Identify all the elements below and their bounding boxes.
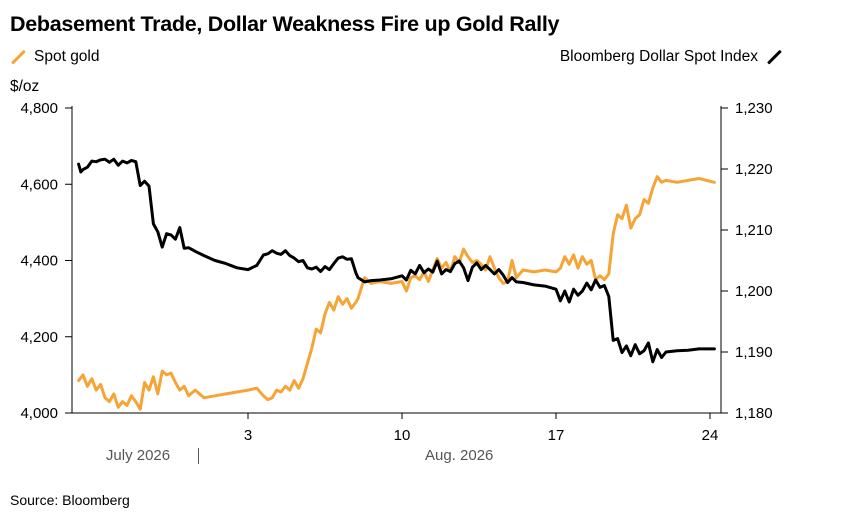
left-y-tick-label: 4,600	[20, 176, 58, 193]
legend-spot-gold: Spot gold	[10, 48, 100, 66]
x-tick-label: 10	[394, 427, 411, 444]
x-tick-label: 24	[702, 427, 719, 444]
right-y-tick-label: 1,210	[735, 222, 773, 239]
right-y-tick-label: 1,230	[735, 100, 773, 117]
source-note: Source: Bloomberg	[10, 492, 130, 508]
x-month-label: Aug. 2026	[425, 447, 493, 464]
left-y-tick-label: 4,000	[20, 405, 58, 422]
legend-spot-gold-label: Spot gold	[34, 48, 100, 65]
x-tick-label: 3	[244, 427, 252, 444]
left-y-tick-label: 4,800	[20, 100, 58, 117]
legend-dollar-index: Bloomberg Dollar Spot Index	[560, 48, 782, 66]
right-y-tick-label: 1,220	[735, 161, 773, 178]
right-y-tick-label: 1,200	[735, 283, 773, 300]
left-axis-unit: $/oz	[10, 78, 40, 95]
legend-dollar-index-label: Bloomberg Dollar Spot Index	[559, 48, 758, 65]
left-y-tick-label: 4,400	[20, 253, 58, 270]
x-tick-label: 17	[548, 427, 565, 444]
right-y-tick-label: 1,180	[735, 405, 773, 422]
right-y-tick-label: 1,190	[735, 344, 773, 361]
chart-title: Debasement Trade, Dollar Weakness Fire u…	[10, 12, 560, 36]
spot-gold-line	[77, 175, 716, 411]
x-month-label: July 2026	[106, 447, 170, 464]
left-y-tick-label: 4,200	[20, 329, 58, 346]
dollar-index-line	[77, 157, 716, 364]
